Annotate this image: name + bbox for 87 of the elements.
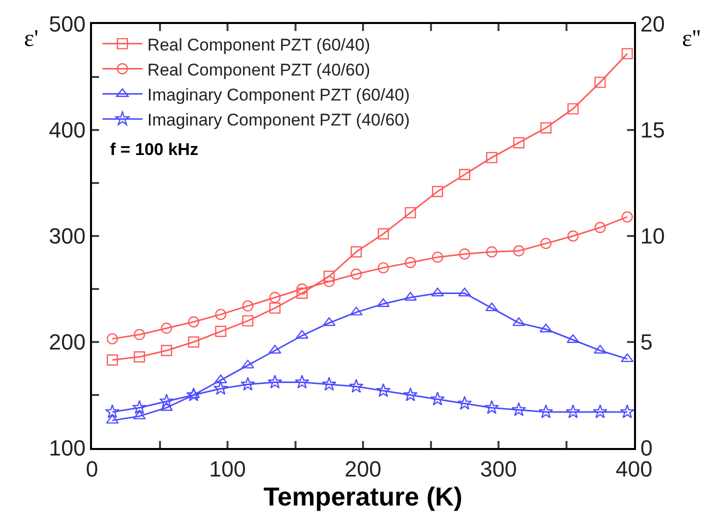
point xyxy=(513,137,524,148)
point xyxy=(106,354,118,366)
legend-label: Real Component PZT (40/60) xyxy=(147,60,370,80)
point xyxy=(620,353,634,362)
point xyxy=(620,404,634,418)
y2-axis-title: ε'' xyxy=(682,26,701,52)
point xyxy=(296,288,308,299)
point xyxy=(294,374,310,389)
y-tick-label: 400 xyxy=(48,118,86,143)
point xyxy=(512,317,526,326)
point xyxy=(324,270,335,282)
legend-label: Imaginary Component PZT (40/60) xyxy=(147,110,410,130)
x-tick-label: 100 xyxy=(209,456,246,482)
point xyxy=(105,404,120,418)
y-tick-label: 300 xyxy=(48,224,86,249)
point xyxy=(432,186,444,198)
point xyxy=(188,316,200,328)
x-tick-label: 0 xyxy=(86,456,98,482)
y2-tick-label: 20 xyxy=(640,12,665,37)
point xyxy=(486,246,498,258)
point xyxy=(513,245,524,256)
point xyxy=(188,336,200,348)
y-tick-label: 200 xyxy=(48,330,86,355)
point xyxy=(594,76,606,88)
point xyxy=(430,392,445,406)
y-tick-label: 100 xyxy=(48,436,86,461)
point xyxy=(485,302,498,312)
point xyxy=(432,252,444,263)
point xyxy=(594,344,606,354)
y2-tick-label: 10 xyxy=(640,224,665,249)
point xyxy=(540,122,552,134)
point xyxy=(269,302,281,314)
point xyxy=(268,374,282,389)
point xyxy=(160,344,172,356)
x-tick-label: 200 xyxy=(344,456,382,482)
annotation: f = 100 kHz xyxy=(110,140,198,159)
point xyxy=(592,404,608,418)
point xyxy=(242,300,254,312)
point xyxy=(132,400,147,414)
point xyxy=(268,344,282,354)
point xyxy=(378,228,389,240)
point xyxy=(213,381,228,395)
legend-label: Imaginary Component PZT (60/40) xyxy=(147,86,410,104)
point xyxy=(215,326,226,337)
point xyxy=(567,103,579,114)
point xyxy=(159,394,174,408)
y-tick-label: 500 xyxy=(48,12,86,37)
x-tick-label: 300 xyxy=(480,456,517,482)
x-axis-title: Temperature (K) xyxy=(264,481,462,512)
point xyxy=(106,414,119,424)
point xyxy=(269,292,281,304)
point xyxy=(538,404,554,418)
point xyxy=(404,292,417,301)
point xyxy=(350,246,362,258)
point xyxy=(215,308,226,320)
point xyxy=(106,333,118,344)
point xyxy=(186,387,201,402)
y2-tick-label: 15 xyxy=(640,118,665,143)
point xyxy=(404,207,416,218)
point xyxy=(134,351,146,362)
point xyxy=(484,400,499,414)
point xyxy=(622,211,633,223)
point xyxy=(348,378,364,393)
y-axis-title: ε' xyxy=(24,26,38,52)
point xyxy=(378,262,389,274)
point xyxy=(459,248,470,260)
point xyxy=(459,168,470,180)
point xyxy=(376,383,391,398)
point xyxy=(540,238,552,250)
point xyxy=(486,152,498,164)
y2-tick-label: 5 xyxy=(640,330,653,355)
point xyxy=(134,328,146,340)
point xyxy=(240,376,256,391)
point xyxy=(457,396,472,410)
point xyxy=(512,402,526,416)
point xyxy=(622,48,633,60)
point xyxy=(404,256,416,268)
point xyxy=(160,322,172,334)
point xyxy=(566,404,580,418)
point xyxy=(350,268,362,280)
point xyxy=(403,387,418,402)
point xyxy=(322,376,336,391)
point xyxy=(567,230,579,242)
point xyxy=(322,317,336,326)
point xyxy=(594,222,606,234)
point xyxy=(242,315,254,326)
legend-label: Real Component PZT (60/40) xyxy=(147,35,370,54)
